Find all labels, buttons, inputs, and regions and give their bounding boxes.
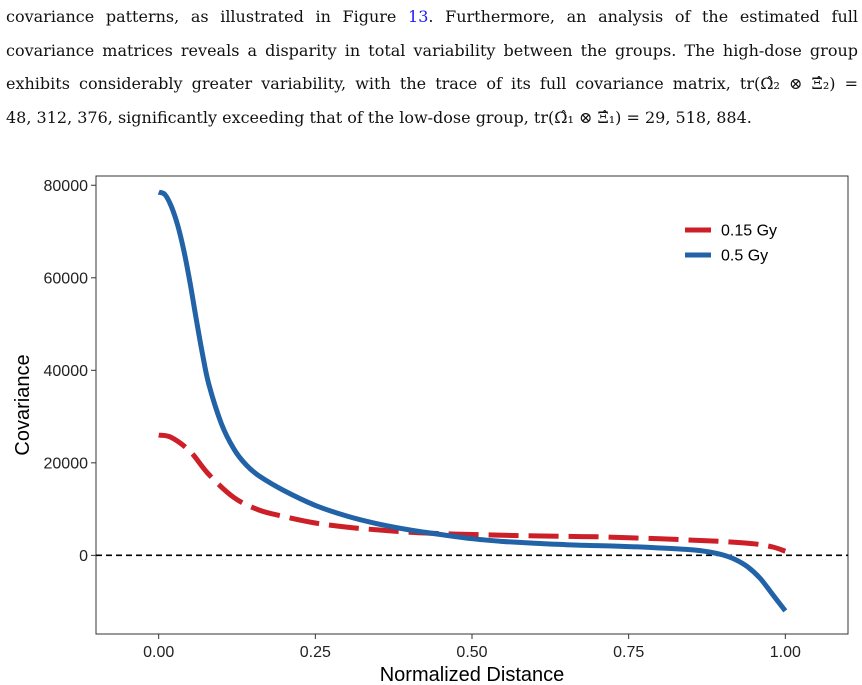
y-tick-label: 80000 bbox=[44, 178, 89, 195]
legend: 0.15 Gy 0.5 Gy bbox=[685, 223, 777, 265]
paragraph: covariance patterns, as illustrated in F… bbox=[6, 0, 858, 134]
x-ticks: 0.00 0.25 0.50 0.75 1.00 bbox=[143, 634, 801, 661]
y-tick-label: 60000 bbox=[44, 270, 89, 287]
series-line-1 bbox=[158, 432, 787, 554]
series-layer bbox=[157, 189, 788, 613]
legend-label-2: 0.5 Gy bbox=[721, 248, 768, 265]
text-line-2: covariance matrices reveals a disparity … bbox=[6, 40, 858, 60]
text-line-1-start: covariance patterns, as illustrated in F… bbox=[6, 7, 397, 26]
y-ticks: 0 20000 40000 60000 80000 bbox=[44, 178, 96, 565]
text-line-4: 48, 312, 376, significantly exceeding th… bbox=[6, 107, 752, 127]
legend-label-1: 0.15 Gy bbox=[721, 223, 777, 240]
text-line-1-end: . Furthermore, an analysis of the estima… bbox=[428, 7, 858, 26]
text-line-1: covariance patterns, as illustrated in F… bbox=[6, 0, 858, 34]
y-tick-label: 0 bbox=[79, 548, 88, 565]
figure-link[interactable]: 13 bbox=[408, 7, 429, 26]
x-tick-label: 1.00 bbox=[770, 644, 801, 661]
y-tick-label: 20000 bbox=[44, 455, 89, 472]
x-tick-label: 0.50 bbox=[456, 644, 487, 661]
x-tick-label: 0.75 bbox=[613, 644, 644, 661]
plot-frame bbox=[95, 175, 849, 635]
y-tick-label: 40000 bbox=[44, 363, 89, 380]
x-tick-label: 0.25 bbox=[300, 644, 331, 661]
series-line-2 bbox=[157, 189, 788, 613]
text-line-3: exhibits considerably greater variabilit… bbox=[6, 74, 858, 93]
y-axis-label: Covariance bbox=[12, 354, 34, 455]
x-axis-label: Normalized Distance bbox=[380, 664, 565, 685]
x-tick-label: 0.00 bbox=[143, 644, 174, 661]
